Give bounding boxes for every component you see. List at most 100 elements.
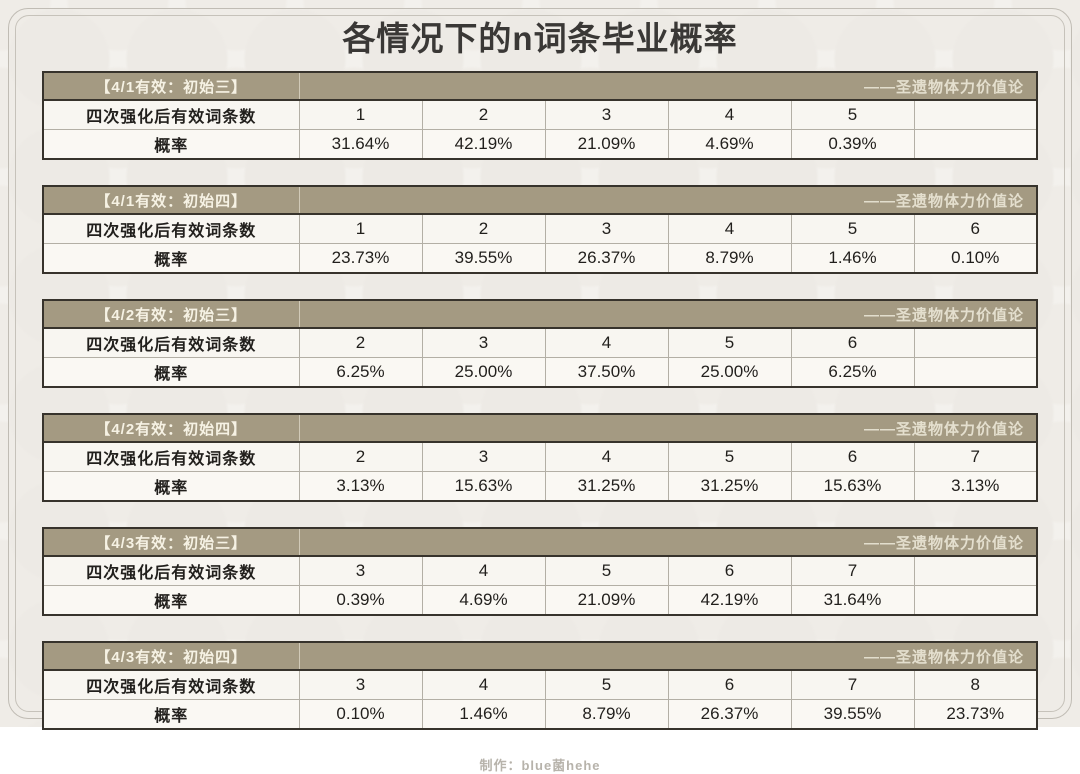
count-cell: 4: [421, 669, 546, 700]
row-label: 四次强化后有效词条数: [42, 213, 300, 244]
row-label: 概率: [42, 699, 300, 730]
count-cell: 2: [421, 99, 546, 130]
count-cell: [913, 99, 1038, 130]
prob-cell: 15.63%: [790, 471, 915, 502]
count-cell: 3: [298, 555, 423, 586]
count-cell: 3: [421, 327, 546, 358]
count-cell: 4: [421, 555, 546, 586]
prob-cell: 23.73%: [913, 699, 1038, 730]
count-cell: 7: [790, 555, 915, 586]
table-heading: 【4/1有效：初始三】: [43, 72, 300, 101]
table-attribution: ——圣遗物体力价值论: [299, 414, 1037, 443]
count-row: 四次强化后有效词条数 1 2 3 4 5 6: [42, 213, 1038, 244]
table-header-row: 【4/2有效：初始三】 ——圣遗物体力价值论: [43, 300, 1037, 329]
prob-cell: 8.79%: [667, 243, 792, 274]
count-row: 四次强化后有效词条数 2 3 4 5 6: [42, 327, 1038, 358]
count-cell: 5: [544, 669, 669, 700]
count-cell: 5: [544, 555, 669, 586]
prob-table: 【4/1有效：初始四】 ——圣遗物体力价值论 四次强化后有效词条数 1 2 3 4 5 6 概率 2…: [42, 185, 1038, 274]
count-cell: 8: [913, 669, 1038, 700]
probability-row: 概率 0.39% 4.69% 21.09% 42.19% 31.64%: [42, 585, 1038, 616]
prob-cell: 39.55%: [421, 243, 546, 274]
prob-cell: 25.00%: [421, 357, 546, 388]
table-header-row: 【4/1有效：初始四】 ——圣遗物体力价值论: [43, 186, 1037, 215]
prob-table: 【4/1有效：初始三】 ——圣遗物体力价值论 四次强化后有效词条数 1 2 3 4 5 概率 31…: [42, 71, 1038, 160]
table-attribution: ——圣遗物体力价值论: [299, 300, 1037, 329]
prob-cell: 4.69%: [421, 585, 546, 616]
content-area: 各情况下的n词条毕业概率 【4/1有效：初始三】 ——圣遗物体力价值论 四次强化后有…: [42, 0, 1038, 774]
prob-cell: 0.10%: [913, 243, 1038, 274]
probability-row: 概率 6.25% 25.00% 37.50% 25.00% 6.25%: [42, 357, 1038, 388]
row-label: 四次强化后有效词条数: [42, 327, 300, 358]
prob-cell: 31.25%: [544, 471, 669, 502]
count-cell: 3: [544, 213, 669, 244]
prob-cell: 23.73%: [298, 243, 423, 274]
prob-cell: 3.13%: [298, 471, 423, 502]
footer-credit: 制作：blue菌hehe: [479, 758, 601, 773]
prob-table: 【4/2有效：初始四】 ——圣遗物体力价值论 四次强化后有效词条数 2 3 4 5 6 7 概率 3…: [42, 413, 1038, 502]
row-label: 概率: [42, 357, 300, 388]
prob-cell: 42.19%: [667, 585, 792, 616]
count-row: 四次强化后有效词条数 3 4 5 6 7 8: [42, 669, 1038, 700]
prob-cell: 42.19%: [421, 129, 546, 160]
prob-cell: 1.46%: [421, 699, 546, 730]
table-attribution: ——圣遗物体力价值论: [299, 186, 1037, 215]
prob-cell: 31.25%: [667, 471, 792, 502]
table-heading: 【4/1有效：初始四】: [43, 186, 300, 215]
table-heading: 【4/3有效：初始三】: [43, 528, 300, 557]
prob-cell: 0.39%: [790, 129, 915, 160]
table-attribution: ——圣遗物体力价值论: [299, 72, 1037, 101]
prob-cell: 6.25%: [298, 357, 423, 388]
row-label: 四次强化后有效词条数: [42, 441, 300, 472]
table-attribution: ——圣遗物体力价值论: [299, 528, 1037, 557]
count-cell: 4: [667, 213, 792, 244]
count-cell: 6: [790, 327, 915, 358]
count-cell: 2: [298, 441, 423, 472]
count-row: 四次强化后有效词条数 1 2 3 4 5: [42, 99, 1038, 130]
prob-cell: [913, 357, 1038, 388]
prob-cell: 25.00%: [667, 357, 792, 388]
prob-cell: 39.55%: [790, 699, 915, 730]
count-cell: 5: [790, 99, 915, 130]
count-cell: 5: [790, 213, 915, 244]
page-title: 各情况下的n词条毕业概率: [342, 19, 738, 57]
prob-cell: 15.63%: [421, 471, 546, 502]
probability-row: 概率 3.13% 15.63% 31.25% 31.25% 15.63% 3.13%: [42, 471, 1038, 502]
prob-cell: 1.46%: [790, 243, 915, 274]
table-attribution: ——圣遗物体力价值论: [299, 642, 1037, 671]
probability-row: 概率 31.64% 42.19% 21.09% 4.69% 0.39%: [42, 129, 1038, 160]
count-cell: 3: [298, 669, 423, 700]
prob-cell: 0.39%: [298, 585, 423, 616]
count-cell: 7: [790, 669, 915, 700]
prob-cell: 31.64%: [790, 585, 915, 616]
count-cell: 2: [298, 327, 423, 358]
count-cell: 1: [298, 99, 423, 130]
count-cell: 3: [421, 441, 546, 472]
prob-cell: 26.37%: [544, 243, 669, 274]
count-cell: 6: [913, 213, 1038, 244]
table-header-row: 【4/3有效：初始三】 ——圣遗物体力价值论: [43, 528, 1037, 557]
count-cell: 3: [544, 99, 669, 130]
row-label: 概率: [42, 471, 300, 502]
count-cell: 4: [544, 327, 669, 358]
probability-row: 概率 0.10% 1.46% 8.79% 26.37% 39.55% 23.73%: [42, 699, 1038, 730]
table-header-row: 【4/3有效：初始四】 ——圣遗物体力价值论: [43, 642, 1037, 671]
table-heading: 【4/2有效：初始三】: [43, 300, 300, 329]
row-label: 概率: [42, 585, 300, 616]
prob-table: 【4/3有效：初始三】 ——圣遗物体力价值论 四次强化后有效词条数 3 4 5 6 7 概率 0.…: [42, 527, 1038, 616]
prob-cell: 8.79%: [544, 699, 669, 730]
probability-row: 概率 23.73% 39.55% 26.37% 8.79% 1.46% 0.10%: [42, 243, 1038, 274]
count-cell: 7: [913, 441, 1038, 472]
prob-cell: 6.25%: [790, 357, 915, 388]
prob-cell: [913, 129, 1038, 160]
count-cell: 4: [544, 441, 669, 472]
prob-table: 【4/2有效：初始三】 ——圣遗物体力价值论 四次强化后有效词条数 2 3 4 5 6 概率 6.…: [42, 299, 1038, 388]
prob-cell: 26.37%: [667, 699, 792, 730]
prob-cell: [913, 585, 1038, 616]
prob-table: 【4/3有效：初始四】 ——圣遗物体力价值论 四次强化后有效词条数 3 4 5 6 7 8 概率 0…: [42, 641, 1038, 730]
prob-cell: 21.09%: [544, 585, 669, 616]
row-label: 四次强化后有效词条数: [42, 669, 300, 700]
count-cell: 4: [667, 99, 792, 130]
count-cell: 1: [298, 213, 423, 244]
